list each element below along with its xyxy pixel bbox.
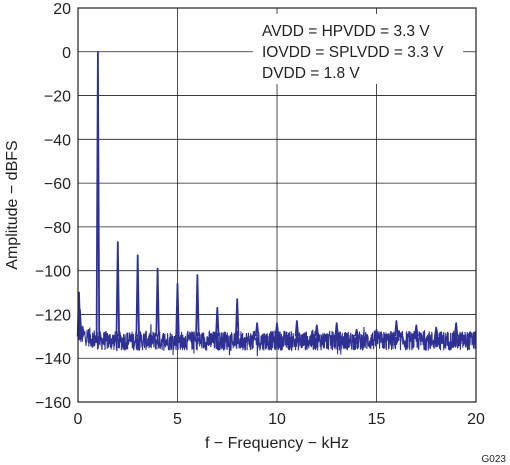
y-tick-label: −140 [35, 351, 71, 368]
spectral-peak [374, 328, 379, 337]
spectral-peak [394, 320, 399, 337]
spectral-peak [314, 324, 319, 337]
spectral-peak [354, 328, 359, 337]
spectral-peak [195, 274, 200, 337]
y-tick-labels: 20 0 −20 −40 −60 −80 −100 −120 −140 −160 [35, 1, 71, 412]
plot-frame [77, 7, 477, 403]
y-tick-label: −40 [44, 132, 71, 149]
y-tick-label: 0 [62, 45, 71, 62]
spectral-peak [235, 298, 240, 337]
annotation-line-3: DVDD = 1.8 V [262, 65, 360, 82]
y-tick-label: 20 [53, 1, 71, 18]
spectral-peak [434, 326, 439, 337]
harmonic-peaks [76, 50, 459, 337]
spectral-peak [175, 282, 180, 337]
spectral-peak [453, 322, 459, 337]
spectral-peak [215, 306, 220, 337]
annotation-box [253, 14, 463, 84]
y-tick-label: −100 [35, 264, 71, 281]
x-tick-labels: 0 5 10 15 20 [74, 411, 485, 428]
spectral-peak [95, 50, 101, 337]
annotation-line-2: IOVDD = SPLVDD = 3.3 V [262, 44, 444, 61]
y-tick-label: −60 [44, 176, 71, 193]
spectral-peak [155, 267, 160, 337]
x-tick-label: 15 [368, 411, 386, 428]
spectral-peak [254, 322, 260, 337]
spectral-peak [135, 254, 140, 337]
spectral-peak [334, 322, 339, 337]
spectral-peak [274, 322, 280, 337]
noise-floor-line [77, 324, 477, 357]
x-tick-label: 5 [173, 411, 182, 428]
y-tick-label: −20 [44, 89, 71, 106]
spectral-peak [414, 324, 419, 337]
spectral-peak [115, 241, 120, 337]
y-tick-label: −80 [44, 220, 71, 237]
x-tick-label: 10 [268, 411, 286, 428]
figure-id: G023 [482, 454, 507, 465]
spectral-peak [294, 320, 300, 337]
spectral-peak [77, 309, 83, 337]
y-tick-label: −120 [35, 307, 71, 324]
annotation-line-1: AVDD = HPVDD = 3.3 V [262, 23, 430, 40]
x-axis-title: f − Frequency − kHz [205, 435, 349, 452]
x-tick-label: 20 [467, 411, 485, 428]
noise-floor-trace [77, 324, 477, 357]
x-tick-label: 0 [74, 411, 83, 428]
y-axis-title: Amplitude − dBFS [4, 140, 21, 269]
y-tick-label: −160 [35, 395, 71, 412]
